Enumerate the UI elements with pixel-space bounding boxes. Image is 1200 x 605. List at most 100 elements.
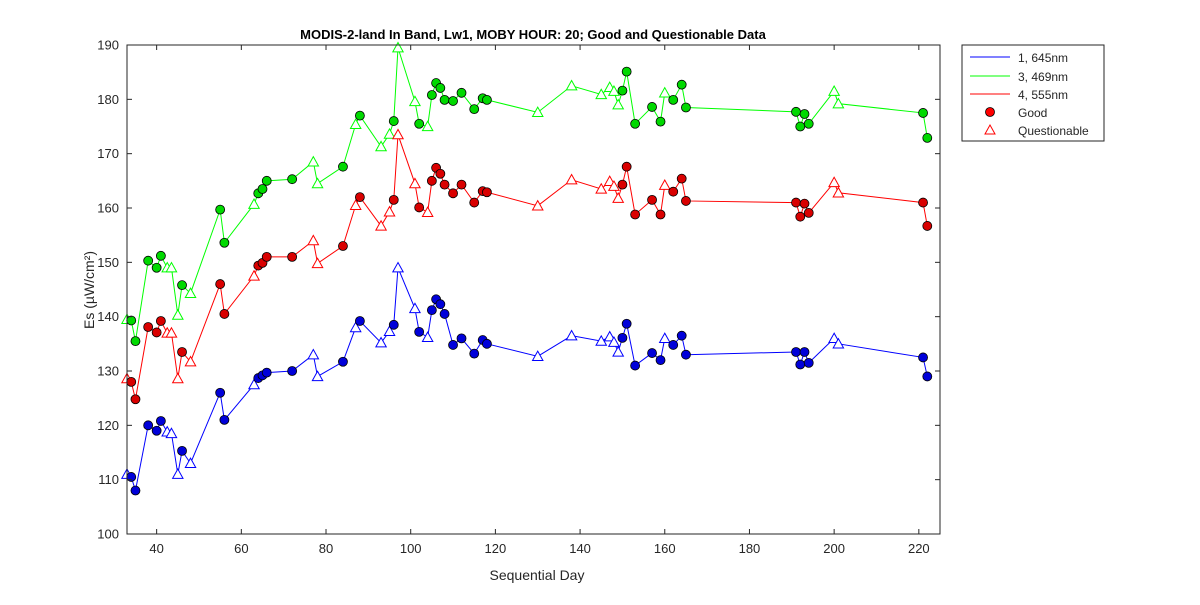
y-tick-label: 180 xyxy=(97,92,119,107)
questionable-point xyxy=(607,335,621,347)
x-tick-label: 60 xyxy=(234,541,248,556)
good-point xyxy=(414,326,425,337)
good-point xyxy=(338,161,348,172)
good-point xyxy=(655,209,666,220)
questionable-point xyxy=(349,199,362,210)
questionable-point xyxy=(375,336,388,348)
good-point xyxy=(287,174,298,185)
x-tick-label: 100 xyxy=(400,541,422,556)
good-point xyxy=(177,280,187,291)
questionable-point xyxy=(828,84,841,96)
questionable-point xyxy=(383,325,396,336)
good-point xyxy=(681,349,691,360)
good-point xyxy=(261,367,272,378)
questionable-point xyxy=(603,330,616,342)
good-point xyxy=(388,194,399,205)
good-point xyxy=(668,94,679,105)
good-point xyxy=(469,104,480,115)
good-point xyxy=(617,179,628,190)
questionable-point xyxy=(391,261,405,273)
questionable-point xyxy=(565,173,578,185)
questionable-point xyxy=(612,191,625,203)
good-point xyxy=(155,416,166,426)
x-tick-label: 80 xyxy=(319,541,333,556)
good-point xyxy=(126,376,137,387)
good-point xyxy=(456,333,467,344)
questionable-point xyxy=(612,98,625,110)
questionable-point xyxy=(165,326,178,338)
good-point xyxy=(439,94,450,105)
good-point xyxy=(482,187,492,198)
axes-layer: 40 60 80 100 120 140 160 180 200 220 100 110 120 130 1… xyxy=(97,38,940,556)
good-point xyxy=(621,161,632,172)
good-point xyxy=(143,420,154,431)
questionable-point xyxy=(349,321,362,333)
legend-label-good: Good xyxy=(1018,106,1047,120)
good-point xyxy=(482,94,492,105)
good-point xyxy=(630,360,641,371)
good-point xyxy=(448,340,458,350)
good-point xyxy=(287,366,298,376)
good-point xyxy=(922,221,933,231)
series-645nm xyxy=(120,261,933,496)
questionable-point xyxy=(383,127,396,139)
good-point xyxy=(130,394,141,405)
good-point xyxy=(426,90,437,100)
good-point xyxy=(338,241,348,251)
questionable-point xyxy=(247,269,261,281)
good-point xyxy=(676,173,687,184)
questionable-point xyxy=(247,197,261,209)
good-point xyxy=(799,198,810,209)
y-tick-label: 100 xyxy=(97,527,119,542)
questionable-point xyxy=(832,337,845,349)
good-point xyxy=(354,316,365,326)
y-tick-label: 130 xyxy=(97,364,119,379)
good-point xyxy=(435,83,446,93)
good-point xyxy=(155,250,166,261)
good-point xyxy=(647,194,657,205)
good-point xyxy=(414,202,425,213)
questionable-point xyxy=(595,88,608,100)
good-point xyxy=(435,299,446,310)
questionable-point xyxy=(171,372,184,384)
questionable-point xyxy=(307,155,320,167)
good-point xyxy=(647,102,657,112)
good-point xyxy=(155,316,166,326)
good-point xyxy=(354,110,365,121)
good-point xyxy=(630,118,641,129)
good-point xyxy=(126,315,137,326)
good-point xyxy=(215,279,226,289)
good-point xyxy=(219,414,230,425)
questionable-point xyxy=(165,427,178,439)
series-layer xyxy=(120,41,933,496)
questionable-point xyxy=(184,355,197,367)
good-point xyxy=(426,175,437,186)
good-point xyxy=(469,197,480,208)
questionable-point xyxy=(607,84,621,96)
good-point xyxy=(177,347,187,357)
good-point xyxy=(630,209,641,220)
good-point xyxy=(676,79,687,90)
good-point xyxy=(414,118,425,129)
plot-area xyxy=(127,45,940,534)
good-point xyxy=(151,327,162,338)
questionable-point xyxy=(184,457,197,469)
good-point xyxy=(918,197,928,208)
questionable-point xyxy=(421,120,434,132)
good-point xyxy=(215,204,226,215)
x-tick-label: 220 xyxy=(908,541,930,556)
questionable-point xyxy=(832,97,845,109)
legend-good-marker xyxy=(985,107,995,117)
questionable-point xyxy=(658,178,671,190)
y-tick-label: 110 xyxy=(98,472,119,487)
questionable-point xyxy=(607,180,621,191)
good-point xyxy=(219,309,230,319)
good-point xyxy=(791,347,801,357)
questionable-point xyxy=(171,308,184,320)
questionable-point xyxy=(565,79,578,91)
questionable-point xyxy=(531,106,544,118)
good-point xyxy=(257,184,268,194)
questionable-point xyxy=(408,95,421,107)
